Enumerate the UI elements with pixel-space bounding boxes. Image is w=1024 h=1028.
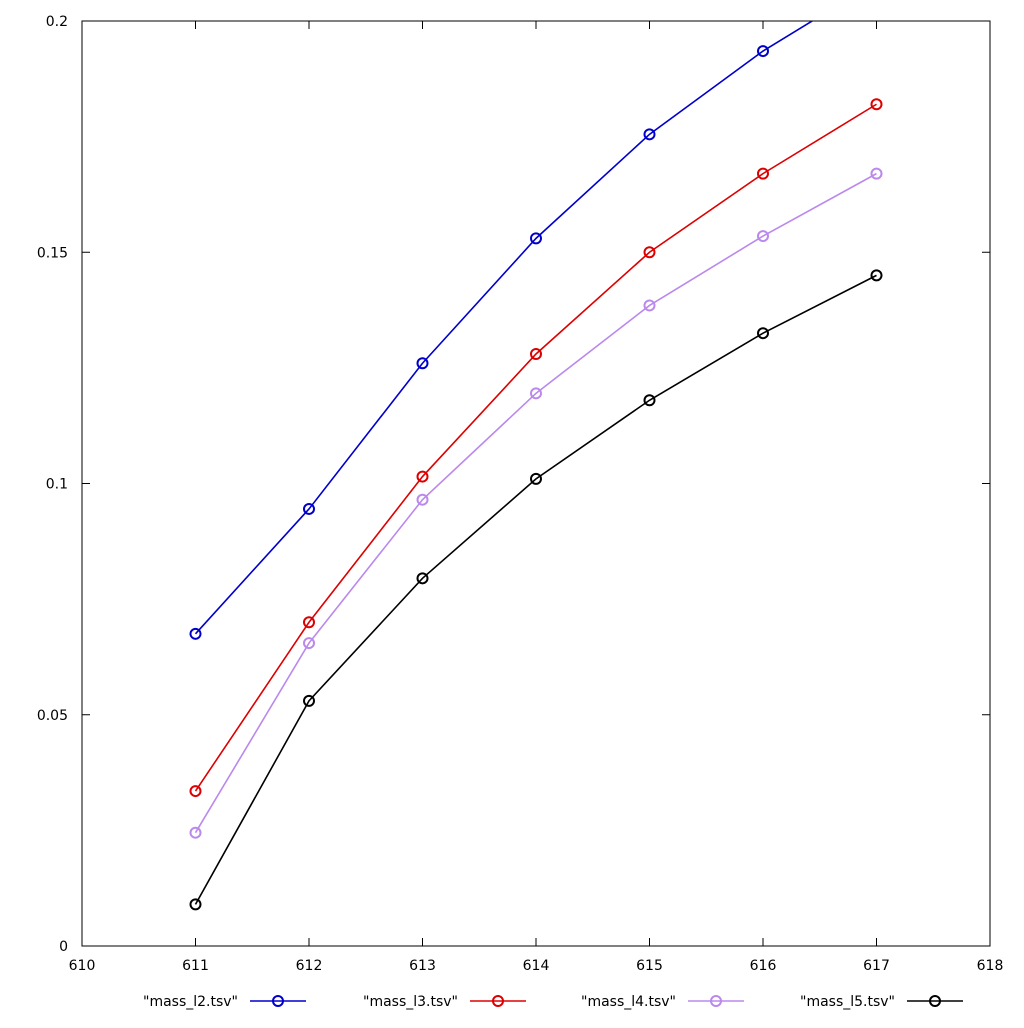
data-point	[530, 348, 542, 360]
series-2	[189, 98, 883, 798]
data-point	[303, 694, 315, 707]
legend-entry-2: "mass_l3.tsv"	[363, 994, 526, 1010]
x-tick-label: 611	[182, 958, 209, 974]
x-tick-label: 618	[977, 958, 1004, 974]
data-point	[303, 637, 315, 650]
legend-marker	[929, 995, 941, 1007]
data-point	[643, 246, 656, 259]
legend-entry-1: "mass_l2.tsv"	[143, 994, 306, 1010]
data-point	[416, 357, 429, 370]
data-point	[643, 299, 656, 312]
legend-marker	[710, 995, 722, 1007]
data-point	[189, 826, 202, 839]
y-tick-label: 0.15	[37, 245, 68, 261]
legend-label: "mass_l3.tsv"	[363, 994, 458, 1010]
data-point	[530, 472, 542, 485]
legend-label: "mass_l2.tsv"	[143, 994, 238, 1010]
data-point	[757, 167, 769, 180]
axes: 610 611 612 613 614 615 616 617 618 0 0.05 0.1 0.15 0…	[37, 14, 1004, 974]
x-tick-label: 613	[409, 958, 436, 974]
series-line	[194, 274, 877, 905]
data-point	[757, 45, 769, 58]
data-point	[870, 269, 883, 282]
legend-entry-4: "mass_l5.tsv"	[800, 994, 963, 1010]
series-1	[189, 21, 814, 640]
series-line	[194, 103, 877, 792]
x-tick-label: 612	[296, 958, 323, 974]
series-4	[189, 269, 883, 911]
y-tick-label: 0.1	[46, 477, 68, 493]
x-tick-label: 616	[750, 958, 777, 974]
data-point	[643, 394, 656, 407]
data-point	[303, 502, 315, 515]
y-tick-label: 0.2	[46, 14, 68, 30]
legend-label: "mass_l5.tsv"	[800, 994, 895, 1010]
x-tick-label: 614	[523, 958, 550, 974]
x-tick-label: 610	[69, 958, 96, 974]
data-point	[189, 627, 202, 640]
y-tick-label: 0	[59, 939, 68, 955]
data-point	[643, 128, 656, 141]
series-line	[194, 172, 877, 834]
data-point	[757, 327, 769, 340]
data-point	[530, 387, 542, 400]
data-point	[530, 232, 542, 245]
data-point	[416, 493, 429, 506]
data-point	[416, 470, 429, 483]
x-tick-label: 615	[636, 958, 663, 974]
data-point	[870, 167, 883, 180]
data-point	[416, 572, 429, 585]
legend: "mass_l2.tsv" "mass_l3.tsv" "mass_l4.tsv" "…	[143, 994, 963, 1010]
legend-marker	[272, 995, 284, 1007]
legend-marker	[492, 995, 504, 1007]
y-tick-label: 0.05	[37, 708, 68, 724]
data-point	[189, 785, 202, 798]
data-point	[303, 616, 315, 629]
data-point	[870, 98, 883, 111]
series-3	[189, 167, 883, 839]
data-point	[757, 230, 769, 243]
legend-entry-3: "mass_l4.tsv"	[581, 994, 744, 1010]
data-point	[189, 898, 202, 911]
series-group	[189, 21, 883, 911]
legend-label: "mass_l4.tsv"	[581, 994, 676, 1010]
x-tick-label: 617	[863, 958, 890, 974]
series-line	[194, 21, 814, 635]
